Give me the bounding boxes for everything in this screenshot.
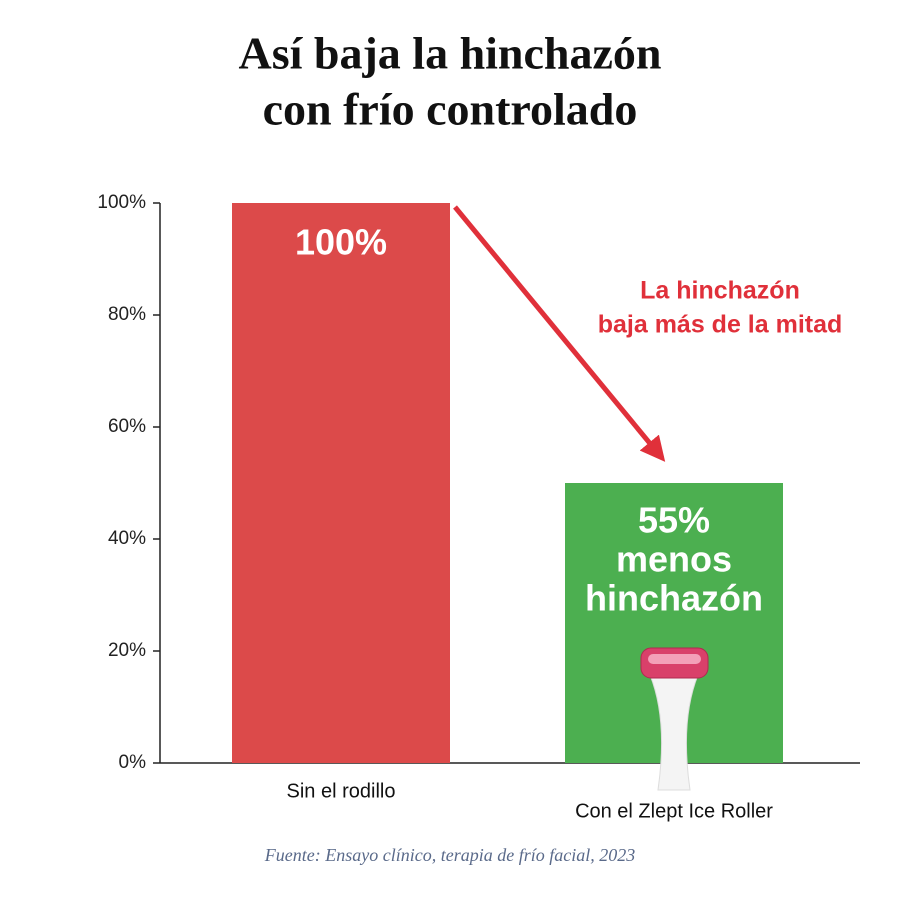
bar bbox=[232, 203, 450, 763]
y-tick-label: 80% bbox=[108, 304, 146, 325]
roller-icon bbox=[640, 647, 709, 791]
y-tick-label: 100% bbox=[97, 192, 146, 213]
annotation: 55% bbox=[638, 500, 710, 541]
chart-title: Así baja la hinchazón bbox=[238, 28, 661, 79]
y-tick-label: 20% bbox=[108, 640, 146, 661]
value-label: 100% bbox=[295, 222, 387, 263]
annotation: hinchazón bbox=[585, 578, 763, 619]
annotation: baja más de la mitad bbox=[598, 311, 843, 339]
y-tick-label: 0% bbox=[119, 752, 147, 773]
annotation: La hinchazón bbox=[640, 277, 800, 305]
x-tick-label: Sin el rodillo bbox=[287, 780, 396, 802]
source: Fuente: Ensayo clínico, terapia de frío … bbox=[264, 845, 635, 865]
y-tick-label: 60% bbox=[108, 416, 146, 437]
annotation: menos bbox=[616, 539, 732, 580]
arrow bbox=[453, 205, 666, 462]
roller-handle bbox=[649, 674, 699, 791]
y-tick-label: 40% bbox=[108, 528, 146, 549]
roller-shine bbox=[648, 654, 701, 664]
chart-title: con frío controlado bbox=[263, 84, 638, 135]
x-tick-label: Con el Zlept Ice Roller bbox=[575, 800, 773, 822]
